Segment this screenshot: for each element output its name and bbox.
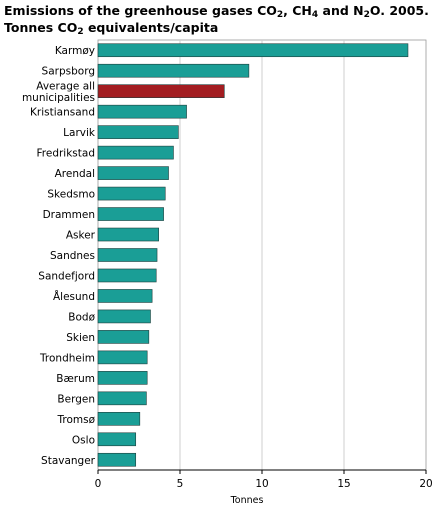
category-label: Skien xyxy=(66,332,95,344)
x-tick-label: 5 xyxy=(177,478,184,490)
bar xyxy=(97,309,151,324)
bar xyxy=(97,227,159,242)
category-label: Drammen xyxy=(43,209,95,221)
category-label: Tromsø xyxy=(56,414,95,426)
title-subscript: 4 xyxy=(311,10,319,20)
chart-title: Emissions of the greenhouse gases CO2, C… xyxy=(4,2,429,37)
category-label: Average all xyxy=(36,80,95,92)
category-label: Sandnes xyxy=(50,250,95,262)
category-label: Skedsmo xyxy=(47,189,95,201)
title-text: and N xyxy=(318,3,364,18)
bar xyxy=(97,186,166,201)
title-subscript: 2 xyxy=(363,10,370,20)
bar xyxy=(97,166,169,180)
bar xyxy=(97,63,250,78)
bar xyxy=(97,391,147,406)
bar xyxy=(97,412,141,426)
bar xyxy=(97,43,409,58)
category-label: Sarpsborg xyxy=(42,66,95,78)
title-text: Tonnes CO xyxy=(4,20,78,35)
category-label: Oslo xyxy=(72,434,95,446)
bar xyxy=(97,371,148,385)
category-label: Bodø xyxy=(68,311,95,323)
x-tick-label: 10 xyxy=(255,478,268,490)
category-label: Karmøy xyxy=(55,45,95,57)
bar xyxy=(97,145,174,160)
title-subscript: 2 xyxy=(77,27,84,37)
title-subscript: 2 xyxy=(276,10,284,20)
bar xyxy=(97,268,157,283)
bar xyxy=(97,104,187,119)
category-label: Ålesund xyxy=(53,290,95,303)
bar xyxy=(97,248,158,262)
bar xyxy=(97,207,164,221)
category-label: Stavanger xyxy=(41,455,96,467)
x-tick-label: 20 xyxy=(419,478,432,490)
title-text: Emissions of the greenhouse gases CO xyxy=(4,3,277,18)
bar xyxy=(97,289,153,303)
category-label: municipalities xyxy=(22,92,95,104)
category-label: Asker xyxy=(66,230,96,242)
x-tick-label: 15 xyxy=(337,478,350,490)
category-label: Arendal xyxy=(55,168,95,180)
category-label: Kristiansand xyxy=(30,107,95,119)
category-label: Sandefjord xyxy=(38,270,95,282)
title-text: equivalents/capita xyxy=(83,20,219,35)
x-tick-label: 0 xyxy=(95,478,102,490)
category-label: Larvik xyxy=(63,127,96,139)
category-label: Trondheim xyxy=(39,352,95,364)
category-label: Bergen xyxy=(57,393,95,405)
bar xyxy=(97,125,179,139)
bar xyxy=(97,432,137,447)
x-axis-title: Tonnes xyxy=(230,495,264,506)
bar xyxy=(97,350,148,365)
title-text: , CH xyxy=(283,3,312,18)
category-label: Fredrikstad xyxy=(37,148,96,160)
category-label: Bærum xyxy=(56,373,95,385)
bar xyxy=(97,84,225,98)
bar xyxy=(97,330,150,344)
bar xyxy=(97,452,137,467)
title-text: O. 2005. xyxy=(369,3,429,18)
